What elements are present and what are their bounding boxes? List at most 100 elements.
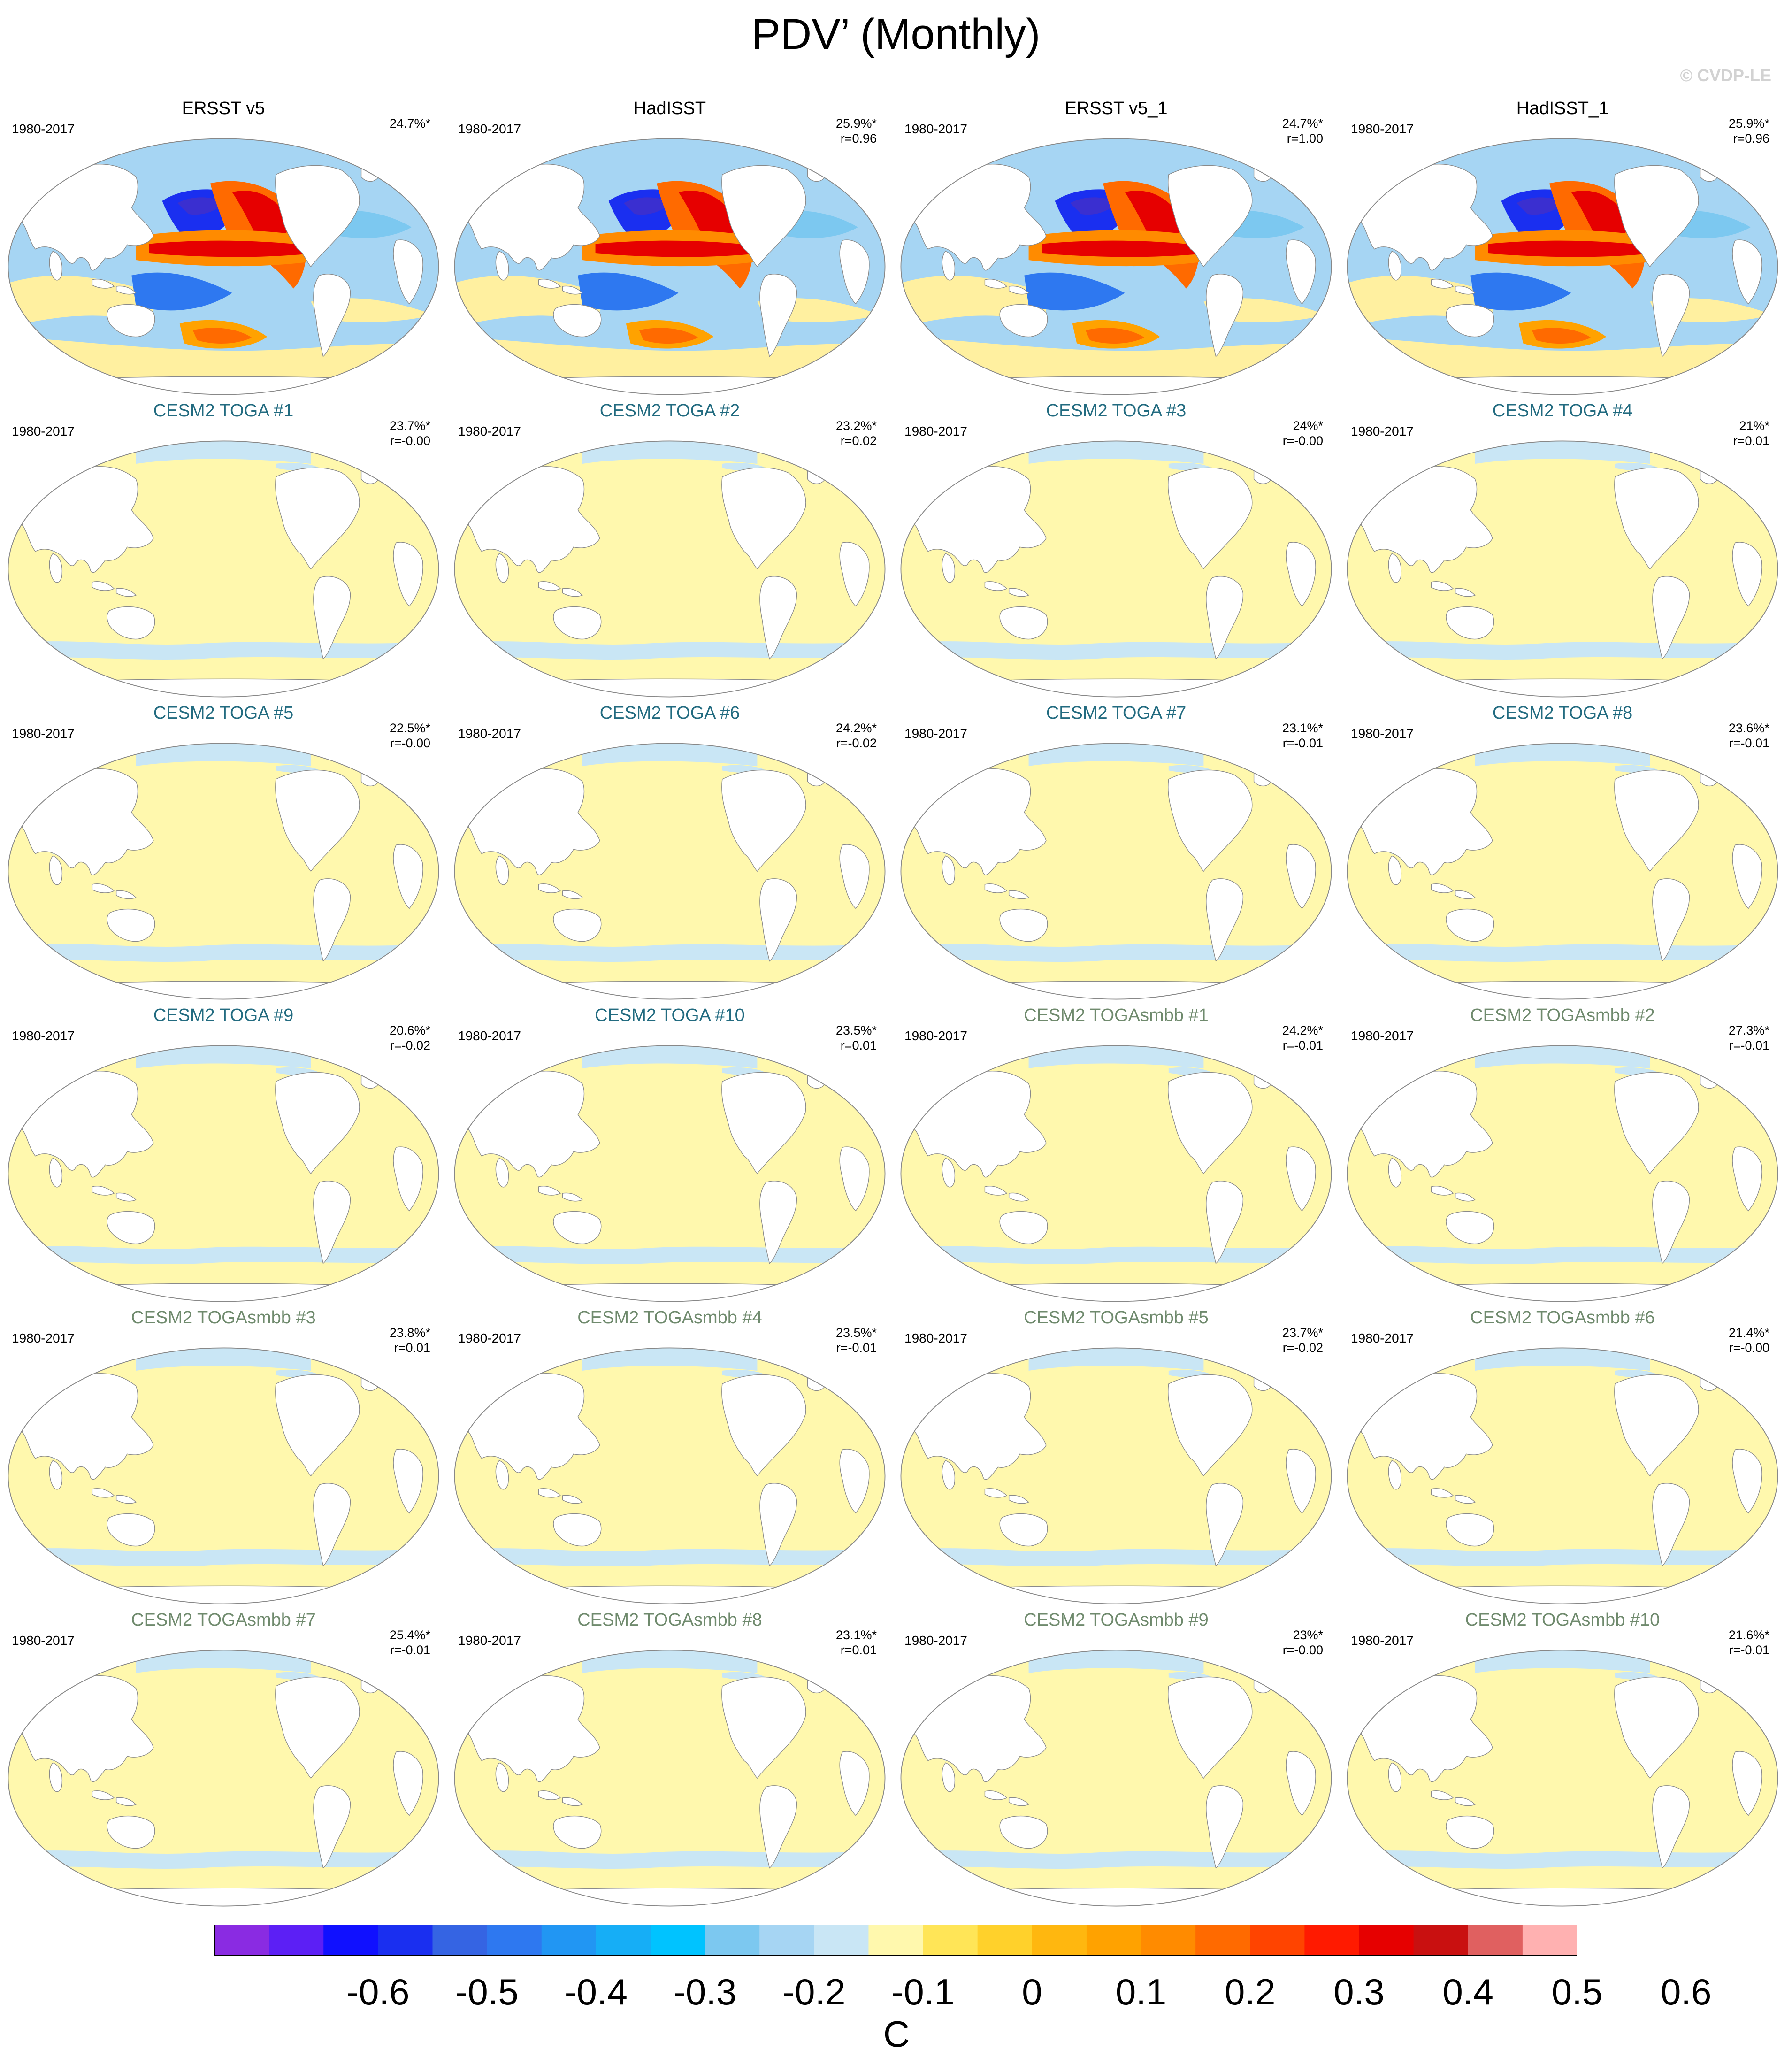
panel-pattern-correlation: r=-0.02: [836, 736, 877, 750]
map-panel: CESM2 TOGA #2 1980-2017 23.2%* r=0.02: [449, 400, 891, 700]
colorbar-swatch: [378, 1925, 433, 1956]
panel-title: CESM2 TOGA #3: [1046, 401, 1187, 421]
panel-variance-percent: 23.1%*: [1282, 721, 1323, 735]
sst-regression-map: [1347, 138, 1778, 395]
colorbar-swatch: [923, 1925, 978, 1956]
colorbar-swatch: [1141, 1925, 1196, 1956]
panel-pattern-correlation: r=0.01: [1733, 434, 1769, 448]
colorbar-unit-label: C: [883, 2013, 910, 2055]
panel-title: CESM2 TOGAsmbb #4: [577, 1308, 762, 1328]
panel-period: 1980-2017: [904, 424, 967, 438]
panel-title: CESM2 TOGA #10: [595, 1006, 745, 1025]
sst-regression-map: [8, 743, 439, 1000]
panel-period: 1980-2017: [904, 726, 967, 741]
panel-variance-percent: 23.5%*: [835, 1326, 877, 1340]
panel-period: 1980-2017: [904, 1633, 967, 1648]
panel-pattern-correlation: r=-0.00: [1282, 1643, 1323, 1657]
sst-regression-map: [1347, 440, 1778, 698]
sst-regression-map: [454, 138, 886, 395]
panel-variance-percent: 23.7%*: [389, 419, 430, 433]
map-panel: CESM2 TOGA #6 1980-2017 24.2%* r=-0.02: [449, 702, 891, 1003]
panel-pattern-correlation: r=0.01: [840, 1643, 877, 1657]
panel-title: CESM2 TOGAsmbb #6: [1470, 1308, 1655, 1328]
panel-variance-percent: 23%*: [1293, 1628, 1323, 1642]
panel-variance-percent: 21.4%*: [1728, 1326, 1769, 1340]
colorbar-swatch: [1522, 1925, 1577, 1956]
panel-title: HadISST_1: [1516, 99, 1609, 118]
map-panel: CESM2 TOGAsmbb #6 1980-2017 21.4%* r=-0.00: [1341, 1307, 1784, 1607]
panel-variance-percent: 24.2%*: [835, 721, 877, 735]
panel-period: 1980-2017: [12, 726, 75, 741]
sst-regression-map: [454, 1650, 886, 1907]
panel-pattern-correlation: r=0.96: [840, 131, 877, 146]
colorbar-swatch: [1413, 1925, 1469, 1956]
colorbar-swatch: [868, 1925, 924, 1956]
panel-period: 1980-2017: [12, 122, 75, 136]
panel-period: 1980-2017: [12, 1633, 75, 1648]
sst-regression-map: [454, 1045, 886, 1302]
panel-period: 1980-2017: [12, 424, 75, 438]
panel-title: CESM2 TOGA #5: [153, 703, 294, 723]
panel-period: 1980-2017: [1351, 424, 1414, 438]
panel-variance-percent: 23.8%*: [389, 1326, 430, 1340]
panel-period: 1980-2017: [904, 122, 967, 136]
colorbar-swatch: [432, 1925, 488, 1956]
panel-pattern-correlation: r=-0.01: [1282, 1038, 1323, 1052]
colorbar: [214, 1925, 1577, 1956]
colorbar-swatch: [323, 1925, 378, 1956]
colorbar-swatch: [759, 1925, 814, 1956]
sst-regression-map: [900, 1650, 1332, 1907]
panel-pattern-correlation: r=-0.01: [836, 1341, 877, 1355]
colorbar-swatch: [1086, 1925, 1141, 1956]
panel-period: 1980-2017: [904, 1029, 967, 1043]
panel-variance-percent: 24%*: [1293, 419, 1323, 433]
panel-pattern-correlation: r=-0.01: [1282, 736, 1323, 750]
colorbar-swatch: [1195, 1925, 1250, 1956]
panel-variance-percent: 22.5%*: [389, 721, 430, 735]
panel-period: 1980-2017: [1351, 1029, 1414, 1043]
panel-pattern-correlation: r=-0.00: [390, 434, 430, 448]
map-panel: ERSST v5_1 1980-2017 24.7%* r=1.00: [895, 98, 1337, 398]
map-panel: CESM2 TOGA #4 1980-2017 21%* r=0.01: [1341, 400, 1784, 700]
panel-variance-percent: 20.6%*: [389, 1023, 430, 1037]
watermark-credit: © CVDP-LE: [1680, 66, 1771, 85]
panel-title: HadISST: [633, 99, 706, 118]
colorbar-tick-label: -0.5: [455, 1971, 519, 2012]
panel-pattern-correlation: r=-0.00: [1729, 1341, 1769, 1355]
sst-regression-map: [900, 1347, 1332, 1604]
panel-title: CESM2 TOGAsmbb #10: [1465, 1610, 1660, 1630]
colorbar-tick-label: -0.1: [891, 1971, 955, 2012]
panel-pattern-correlation: r=-0.01: [390, 1643, 430, 1657]
panel-pattern-correlation: r=-0.00: [390, 736, 430, 750]
panel-variance-percent: 24.7%*: [389, 116, 430, 131]
map-panel: CESM2 TOGA #5 1980-2017 22.5%* r=-0.00: [2, 702, 444, 1003]
panel-period: 1980-2017: [1351, 1633, 1414, 1648]
map-panel: CESM2 TOGAsmbb #8 1980-2017 23.1%* r=0.01: [449, 1609, 891, 1910]
panel-pattern-correlation: r=0.01: [394, 1341, 430, 1355]
panel-period: 1980-2017: [458, 424, 521, 438]
panel-title: CESM2 TOGA #1: [153, 401, 294, 421]
colorbar-tick-label: 0.4: [1442, 1971, 1493, 2012]
colorbar-tick-label: -0.3: [673, 1971, 737, 2012]
panel-variance-percent: 21%*: [1739, 419, 1769, 433]
panel-pattern-correlation: r=-0.02: [1282, 1341, 1323, 1355]
panel-variance-percent: 21.6%*: [1728, 1628, 1769, 1642]
colorbar-tick-label: -0.2: [782, 1971, 846, 2012]
map-panel: CESM2 TOGAsmbb #10 1980-2017 21.6%* r=-0.01: [1341, 1609, 1784, 1910]
map-panel: CESM2 TOGAsmbb #3 1980-2017 23.8%* r=0.01: [2, 1307, 444, 1607]
map-panel: CESM2 TOGA #1 1980-2017 23.7%* r=-0.00: [2, 400, 444, 700]
panel-variance-percent: 23.7%*: [1282, 1326, 1323, 1340]
sst-regression-map: [8, 1045, 439, 1302]
sst-regression-map: [454, 1347, 886, 1604]
panel-variance-percent: 23.1%*: [835, 1628, 877, 1642]
panel-variance-percent: 23.2%*: [835, 419, 877, 433]
panel-variance-percent: 25.9%*: [1728, 116, 1769, 131]
figure-title: PDV’ (Monthly): [751, 10, 1041, 58]
panel-pattern-correlation: r=-0.01: [1729, 1643, 1769, 1657]
map-panel: ERSST v5 1980-2017 24.7%*: [2, 98, 444, 398]
panel-title: CESM2 TOGA #9: [153, 1006, 294, 1025]
panel-pattern-correlation: r=-0.01: [1729, 1038, 1769, 1052]
map-panel: HadISST_1 1980-2017 25.9%* r=0.96: [1341, 98, 1784, 398]
colorbar-tick-label: 0.1: [1115, 1971, 1167, 2012]
colorbar-tick-label: -0.4: [564, 1971, 628, 2012]
